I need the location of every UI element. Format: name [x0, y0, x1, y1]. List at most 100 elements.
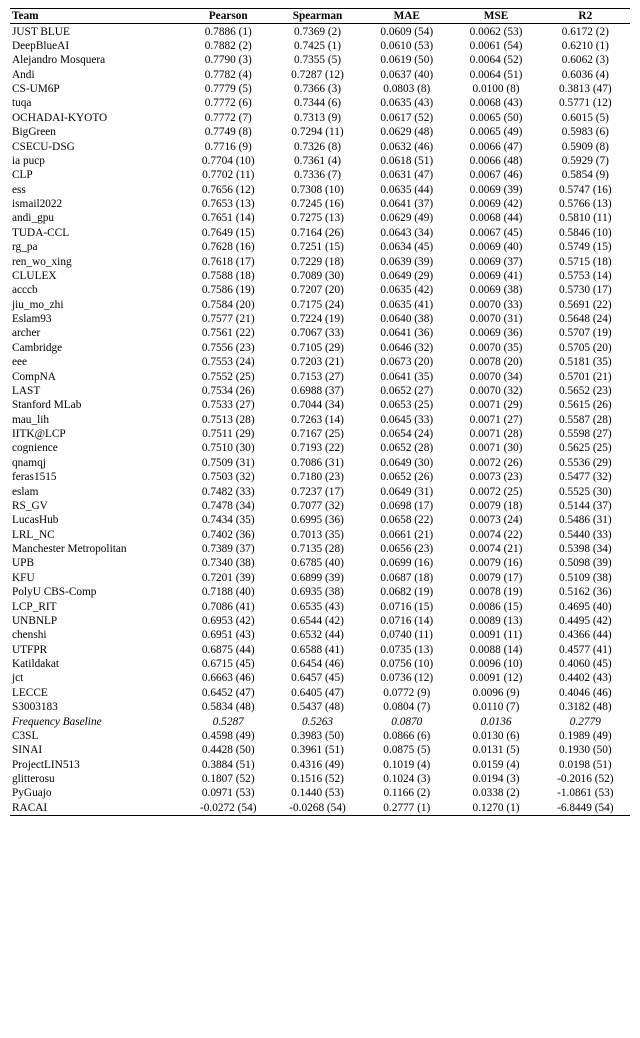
cell-mse: 0.0069 (36) [451, 326, 540, 340]
col-r2: R2 [541, 9, 630, 24]
cell-team: andi_gpu [10, 211, 184, 225]
cell-pearson: 0.7510 (30) [184, 441, 273, 455]
cell-mae: 0.0682 (19) [362, 585, 451, 599]
cell-spearman: 0.6544 (42) [273, 614, 362, 628]
col-pearson: Pearson [184, 9, 273, 24]
cell-mae: 0.0629 (48) [362, 125, 451, 139]
cell-mae: 0.0649 (30) [362, 456, 451, 470]
cell-pearson: 0.6953 (42) [184, 614, 273, 628]
cell-team: CLULEX [10, 269, 184, 283]
table-row: Andi0.7782 (4)0.7287 (12)0.0637 (40)0.00… [10, 68, 630, 82]
cell-pearson: -0.0272 (54) [184, 801, 273, 816]
cell-mae: 0.0618 (51) [362, 154, 451, 168]
cell-team: RS_GV [10, 499, 184, 513]
cell-mae: 0.0634 (45) [362, 240, 451, 254]
cell-r2: 0.5766 (13) [541, 197, 630, 211]
header-row: Team Pearson Spearman MAE MSE R2 [10, 9, 630, 24]
cell-r2: 0.5440 (33) [541, 528, 630, 542]
cell-mae: 0.0635 (41) [362, 298, 451, 312]
cell-pearson: 0.7586 (19) [184, 283, 273, 297]
cell-mae: 0.0643 (34) [362, 226, 451, 240]
cell-spearman: 0.6535 (43) [273, 599, 362, 613]
cell-pearson: 0.7201 (39) [184, 571, 273, 585]
cell-team: UPB [10, 556, 184, 570]
cell-team: UNBNLP [10, 614, 184, 628]
cell-team: glitterosu [10, 772, 184, 786]
cell-mse: 0.0070 (33) [451, 298, 540, 312]
table-row: chenshi0.6951 (43)0.6532 (44)0.0740 (11)… [10, 628, 630, 642]
cell-pearson: 0.7749 (8) [184, 125, 273, 139]
table-body: JUST BLUE0.7886 (1)0.7369 (2)0.0609 (54)… [10, 24, 630, 816]
cell-mae: 0.0609 (54) [362, 24, 451, 39]
cell-mae: 0.1166 (2) [362, 786, 451, 800]
cell-r2: 0.4060 (45) [541, 657, 630, 671]
table-row: CLP0.7702 (11)0.7336 (7)0.0631 (47)0.006… [10, 168, 630, 182]
cell-r2: -1.0861 (53) [541, 786, 630, 800]
cell-spearman: 0.7135 (28) [273, 542, 362, 556]
cell-mae: 0.0649 (31) [362, 484, 451, 498]
table-row: LAST0.7534 (26)0.6988 (37)0.0652 (27)0.0… [10, 384, 630, 398]
cell-r2: 0.3182 (48) [541, 700, 630, 714]
cell-pearson: 0.7478 (34) [184, 499, 273, 513]
cell-mae: 0.0735 (13) [362, 643, 451, 657]
cell-mae: 0.0653 (25) [362, 398, 451, 412]
cell-mae: 0.0866 (6) [362, 729, 451, 743]
cell-pearson: 0.7618 (17) [184, 254, 273, 268]
cell-pearson: 0.7790 (3) [184, 53, 273, 67]
table-row: jiu_mo_zhi0.7584 (20)0.7175 (24)0.0635 (… [10, 298, 630, 312]
table-row: Cambridge0.7556 (23)0.7105 (29)0.0646 (3… [10, 341, 630, 355]
cell-spearman: 0.6899 (39) [273, 571, 362, 585]
cell-mae: 0.0716 (14) [362, 614, 451, 628]
cell-team: Andi [10, 68, 184, 82]
cell-r2: 0.5098 (39) [541, 556, 630, 570]
table-row: mau_lih0.7513 (28)0.7263 (14)0.0645 (33)… [10, 413, 630, 427]
cell-r2: 0.5477 (32) [541, 470, 630, 484]
cell-spearman: 0.7344 (6) [273, 96, 362, 110]
col-team: Team [10, 9, 184, 24]
cell-mse: 0.0079 (17) [451, 571, 540, 585]
cell-pearson: 0.6663 (46) [184, 671, 273, 685]
cell-r2: 0.4402 (43) [541, 671, 630, 685]
cell-mae: 0.0656 (23) [362, 542, 451, 556]
cell-mae: 0.0654 (24) [362, 427, 451, 441]
cell-mse: 0.0079 (16) [451, 556, 540, 570]
table-row: Frequency Baseline0.52870.52630.08700.01… [10, 714, 630, 728]
cell-pearson: 0.7561 (22) [184, 326, 273, 340]
cell-team: PolyU CBS-Comp [10, 585, 184, 599]
cell-r2: 0.5909 (8) [541, 139, 630, 153]
cell-team: archer [10, 326, 184, 340]
cell-r2: 0.4046 (46) [541, 686, 630, 700]
cell-spearman: 0.6988 (37) [273, 384, 362, 398]
cell-spearman: 0.7086 (31) [273, 456, 362, 470]
cell-pearson: 0.7704 (10) [184, 154, 273, 168]
cell-team: CS-UM6P [10, 82, 184, 96]
cell-team: ismail2022 [10, 197, 184, 211]
cell-mse: 0.0068 (43) [451, 96, 540, 110]
cell-mse: 0.0096 (9) [451, 686, 540, 700]
cell-team: ProjectLIN513 [10, 758, 184, 772]
cell-pearson: 0.7772 (7) [184, 111, 273, 125]
cell-mse: 0.0070 (31) [451, 312, 540, 326]
cell-mse: 0.0061 (54) [451, 39, 540, 53]
cell-pearson: 0.7482 (33) [184, 484, 273, 498]
cell-mse: 0.1270 (1) [451, 801, 540, 816]
cell-mae: 0.0645 (33) [362, 413, 451, 427]
table-row: BigGreen0.7749 (8)0.7294 (11)0.0629 (48)… [10, 125, 630, 139]
cell-spearman: 0.7077 (32) [273, 499, 362, 513]
cell-team: CSECU-DSG [10, 139, 184, 153]
cell-r2: 0.5398 (34) [541, 542, 630, 556]
cell-mae: 0.0640 (38) [362, 312, 451, 326]
cell-spearman: 0.7369 (2) [273, 24, 362, 39]
table-row: RS_GV0.7478 (34)0.7077 (32)0.0698 (17)0.… [10, 499, 630, 513]
cell-team: LRL_NC [10, 528, 184, 542]
cell-mae: 0.0617 (52) [362, 111, 451, 125]
cell-team: Frequency Baseline [10, 714, 184, 728]
cell-mse: 0.0338 (2) [451, 786, 540, 800]
cell-r2: 0.5525 (30) [541, 484, 630, 498]
cell-mse: 0.0066 (48) [451, 154, 540, 168]
cell-team: LECCE [10, 686, 184, 700]
cell-team: acccb [10, 283, 184, 297]
cell-pearson: 0.7649 (15) [184, 226, 273, 240]
table-row: SINAI0.4428 (50)0.3961 (51)0.0875 (5)0.0… [10, 743, 630, 757]
cell-r2: 0.5486 (31) [541, 513, 630, 527]
